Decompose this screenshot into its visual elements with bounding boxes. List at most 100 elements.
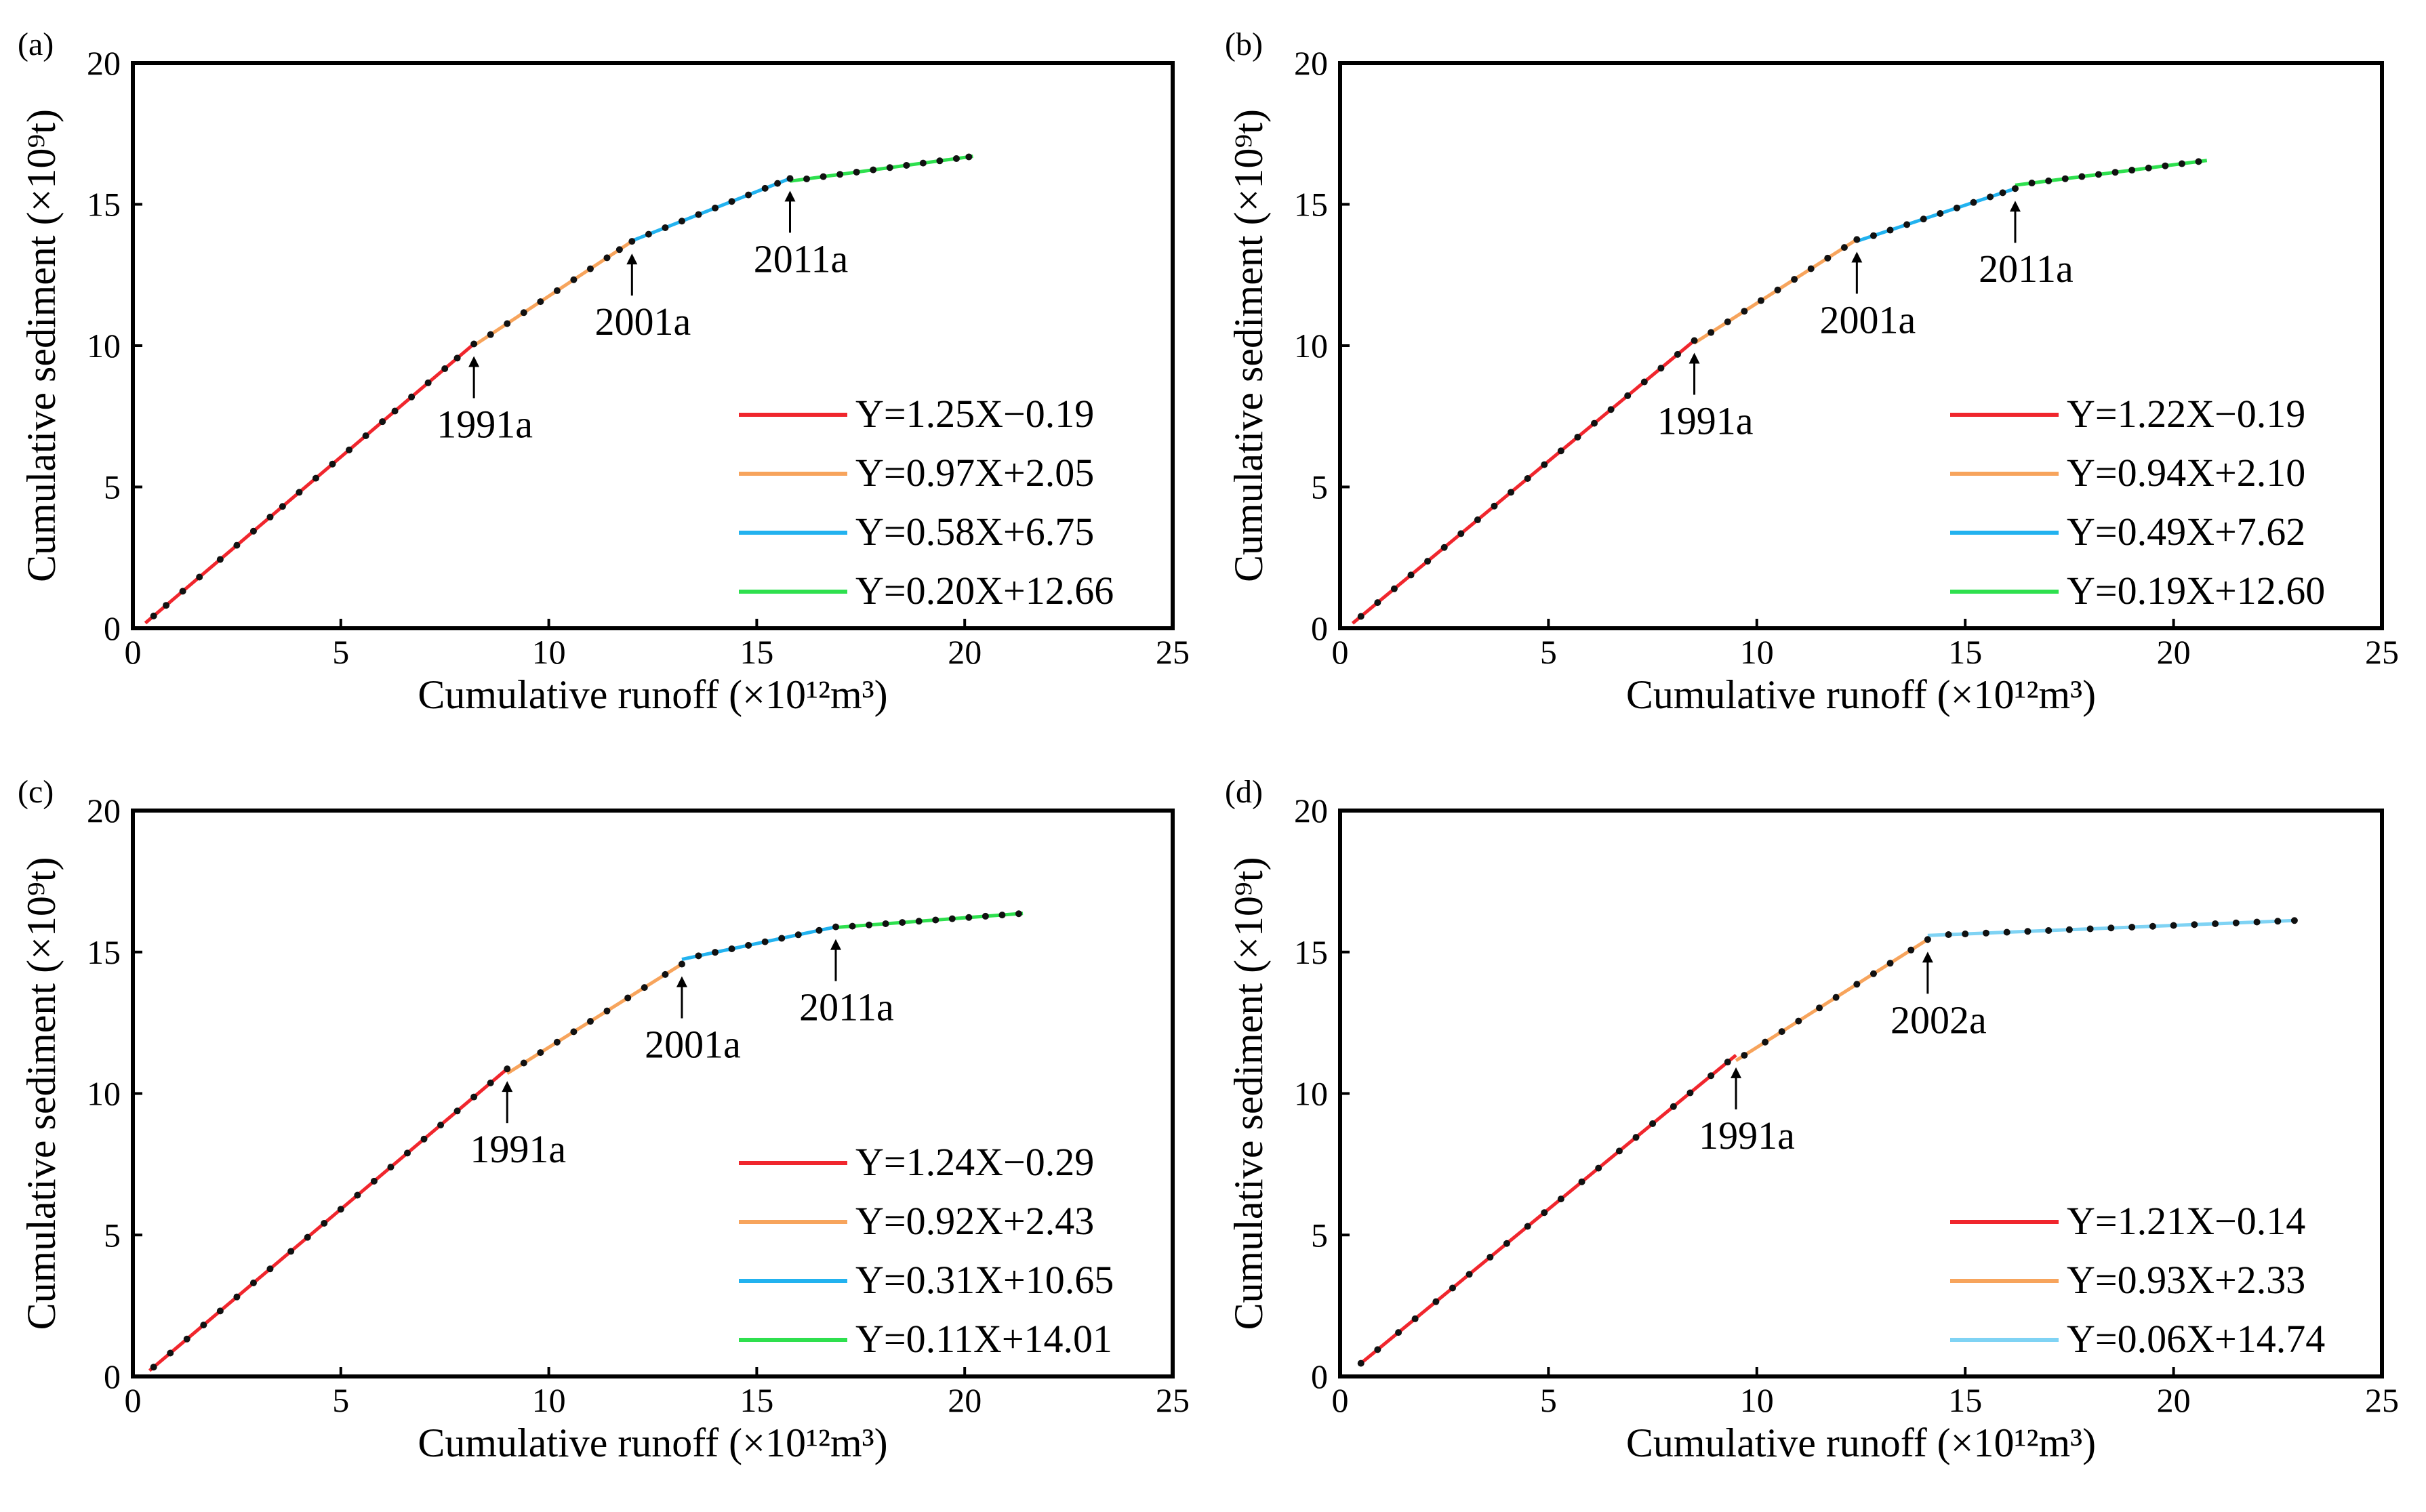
data-point [437,1122,445,1129]
data-point [2024,928,2031,935]
data-point [249,1279,257,1286]
data-point [2045,927,2053,935]
legend-entry: Y=1.24X−0.29 [855,1140,1094,1184]
x-tick-label: 20 [948,633,982,671]
breakpoint-arrowhead [1851,251,1863,263]
regression-line [790,155,973,183]
x-axis-label: Cumulative runoff (×10¹²m³) [1626,672,2096,717]
regression-line [506,962,683,1075]
data-point [1474,516,1481,524]
data-point [1357,1360,1364,1367]
data-point [615,246,623,253]
y-tick-label: 15 [1294,186,1328,224]
data-point [1707,329,1715,336]
data-point [695,211,702,218]
data-point [1999,189,2006,197]
data-point [1886,226,1894,234]
data-point [1982,929,1989,937]
x-tick-label: 5 [1540,1381,1557,1419]
x-tick-label: 25 [2365,1381,2399,1419]
legend-entry: Y=0.19X+12.60 [2067,569,2325,613]
data-point [2107,924,2115,932]
x-tick-label: 25 [1156,1381,1190,1419]
data-point [370,1177,378,1185]
data-point [1574,433,1581,441]
data-point [2086,925,2094,933]
data-point [815,926,823,934]
data-point [408,393,416,401]
breakpoint-label: 1991a [470,1127,566,1171]
data-point [2253,918,2261,926]
data-point [2065,926,2073,933]
x-tick-label: 10 [532,633,566,671]
data-point [2061,175,2069,182]
data-point [504,1065,511,1073]
breakpoint-arrowhead [626,253,638,265]
legend-entry: Y=0.11X+14.01 [855,1317,1112,1361]
data-point [2078,173,2086,180]
data-point [866,921,873,928]
data-point [761,938,769,945]
data-point [832,923,839,931]
data-point [150,612,157,619]
data-point [1762,1038,1769,1046]
data-point [965,914,973,921]
data-point [1816,1004,1823,1012]
data-point [882,920,889,927]
legend-entry: Y=1.25X−0.19 [855,392,1094,436]
data-point [1390,585,1398,592]
data-point [774,180,782,187]
data-point [1524,474,1531,482]
data-point [1557,447,1564,455]
y-axis-label: Cumulative sediment (×10⁹t) [1226,857,1271,1330]
breakpoint-label: 2001a [594,300,691,344]
data-point [678,218,685,225]
x-tick-label: 0 [1332,633,1349,671]
data-point [329,460,336,468]
data-point [2212,920,2219,927]
data-point [1924,936,1931,943]
data-point [2191,921,2198,928]
data-point [1907,946,1915,954]
data-point [678,960,685,968]
x-tick-label: 5 [332,633,349,671]
breakpoint-arrowhead [830,939,841,950]
chart-panel: (a) 0 5 10 15 20 25 0 5 10 15 20 Cumulative runoff (… [18,26,1190,717]
breakpoint-arrowhead [1689,352,1700,364]
data-point [641,984,648,992]
y-tick-label: 5 [104,1216,121,1254]
data-point [1487,1253,1494,1261]
x-tick-label: 5 [332,1381,349,1419]
data-point [1670,1103,1677,1110]
breakpoint-label: 2001a [645,1023,741,1067]
data-point [1508,489,1515,496]
data-point [712,949,719,956]
legend-entry: Y=1.21X−0.14 [2067,1199,2305,1243]
data-point [1578,1178,1585,1185]
data-point [2011,185,2019,192]
panel-label: (a) [18,26,54,62]
data-point [1853,981,1861,988]
data-point [1624,392,1632,399]
data-point [520,1059,527,1067]
data-point [346,446,353,453]
data-point [391,407,399,415]
data-point [553,1038,561,1046]
data-point [982,912,989,920]
data-point [586,265,594,272]
data-point [1987,193,1994,201]
data-point [453,354,461,362]
y-tick-label: 0 [1311,609,1328,647]
data-point [2178,160,2185,167]
data-point [1524,1223,1531,1230]
data-point [761,184,769,192]
data-point [150,1364,157,1371]
data-point [321,1219,328,1227]
legend-entry: Y=1.22X−0.19 [2067,392,2305,436]
y-tick-label: 5 [1311,468,1328,506]
data-point [537,1049,544,1057]
data-point [870,166,877,173]
data-point [520,309,527,316]
data-point [420,1135,428,1143]
data-point [233,1293,241,1301]
